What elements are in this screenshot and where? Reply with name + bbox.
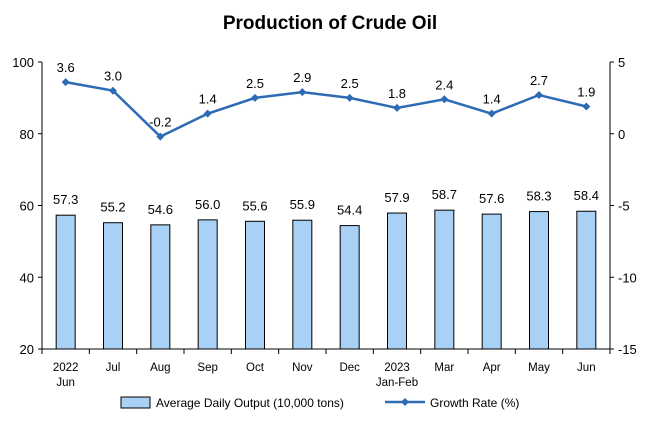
line-value-label: -0.2 [149,115,171,130]
y-left-tick-label: 80 [20,127,34,142]
y-left-tick-label: 20 [20,342,34,357]
legend-bar-label: Average Daily Output (10,000 tons) [156,396,344,410]
line-value-label: 1.9 [577,84,595,99]
line-value-label: 2.5 [341,76,359,91]
x-tick-label: Jun [577,362,596,374]
y-left-tick-label: 60 [20,199,34,214]
line-point-marker [535,91,543,100]
line-value-label: 2.7 [530,73,548,88]
line-point-marker [203,109,212,118]
bar-value-label: 58.4 [574,188,599,203]
bar-value-label: 54.4 [337,203,362,218]
x-tick-label: Sep [197,362,217,374]
bar-value-label: 55.6 [242,198,267,213]
bar-value-label: 58.7 [432,187,457,202]
line-point-marker [345,93,354,102]
line-point-marker [440,95,449,104]
bar [529,211,549,350]
line-point-marker [251,93,259,102]
line-value-label: 2.4 [435,77,453,92]
line-value-label: 3.6 [57,60,75,75]
line-value-label: 2.5 [246,76,264,91]
line-series [61,78,591,141]
line-point-marker [582,102,591,111]
legend-line-marker [401,398,409,406]
y-right-tick-label: -15 [618,342,637,357]
y-right-tick-label: 0 [618,127,625,142]
legend-line-label: Growth Rate (%) [430,396,519,410]
bar [55,214,76,350]
bar-data-labels: 57.3 55.2 54.6 56.0 55.6 55.9 54.4 57.9 58.7 57.6… [53,187,599,217]
x-tick-label: May [528,362,550,374]
bar-value-label: 55.9 [290,197,315,212]
line-point-marker [156,132,165,141]
line-point-marker [393,103,401,112]
line-value-label: 3.0 [104,69,122,84]
axes: 20 40 60 80 100 -15 -10 -5 0 5 [12,55,637,357]
legend: Average Daily Output (10,000 tons) Growth… [120,396,519,410]
legend-bar-swatch [120,396,151,409]
line-point-marker [487,109,496,118]
line-value-label: 1.4 [199,92,217,107]
y-left-tick-label: 40 [20,270,34,285]
bar [103,222,123,350]
bar-value-label: 57.3 [53,192,78,207]
bar-value-label: 55.2 [100,200,125,215]
y-right-tick-label: -10 [618,270,637,285]
y-right-tick-label: -5 [618,199,630,214]
bar [576,210,597,350]
x-tick-label: 2023 [384,362,410,374]
bar-series [55,209,597,350]
bar-value-label: 57.9 [384,190,409,205]
bar-value-label: 57.6 [479,191,504,206]
line-value-label: 2.9 [293,70,311,85]
growth-rate-line [65,80,587,139]
bar [434,209,455,350]
x-tick-label: Aug [150,362,170,374]
x-tick-label: Dec [339,362,360,374]
line-point-marker [298,88,307,97]
bar [292,219,313,350]
line-value-label: 1.8 [388,86,406,101]
y-right-tick-label: 5 [618,55,625,70]
bar [481,213,502,350]
x-tick-label: Oct [246,362,265,374]
y-left-tick-label: 100 [12,55,34,70]
bar [150,224,171,350]
line-point-marker [109,86,117,95]
x-tick-label: Apr [483,362,501,374]
chart-title: Production of Crude Oil [223,13,437,34]
bar [197,219,218,350]
bar-value-label: 54.6 [148,202,173,217]
bar [245,220,265,350]
bar-value-label: 58.3 [526,189,551,204]
bar [339,225,360,350]
x-tick-label: 2022 [53,362,79,374]
bar-value-label: 56.0 [195,197,220,212]
line-point-marker [61,78,70,87]
line-value-label: 1.4 [483,92,501,107]
line-data-labels: 3.6 3.0 -0.2 1.4 2.5 2.9 2.5 1.8 2.4 1.4 2.7 1.9 [57,60,596,130]
x-tick-label: Jan-Feb [376,377,418,389]
x-tick-label: Mar [434,362,454,374]
x-tick-label: Nov [292,362,313,374]
bar [387,212,407,350]
category-labels: 2022 Jun Jul Aug Sep Oct Nov Dec 2023 Jan-Feb Mar A… [53,362,596,389]
x-tick-label: Jun [56,377,75,389]
x-tick-label: Jul [106,362,121,374]
